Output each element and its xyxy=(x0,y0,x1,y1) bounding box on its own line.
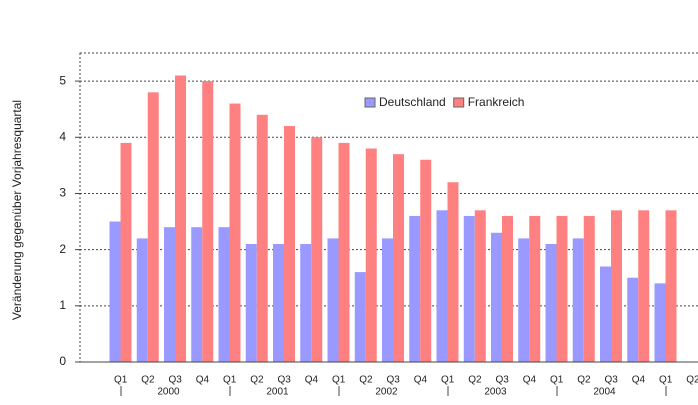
x-tick-label: Q1 xyxy=(114,375,128,386)
x-tick-label: Q3 xyxy=(495,375,509,386)
y-tick-label: 2 xyxy=(59,242,66,256)
bar xyxy=(572,238,584,362)
bar xyxy=(245,244,257,362)
x-tick-label: Q4 xyxy=(523,375,537,386)
legend-swatch xyxy=(453,97,465,108)
bar xyxy=(393,154,404,362)
bar xyxy=(382,238,393,362)
bar xyxy=(463,215,475,362)
bar xyxy=(354,272,366,362)
x-tick-label: Q2 xyxy=(359,375,373,386)
x-tick-label: Q2 xyxy=(250,375,264,386)
bar xyxy=(300,244,312,362)
y-tick-label: 0 xyxy=(59,354,66,368)
year-label: 2004 xyxy=(593,387,616,398)
bar xyxy=(109,221,121,362)
bar xyxy=(474,210,486,362)
x-tick-label: Q1 xyxy=(659,375,673,386)
bar xyxy=(120,142,132,362)
x-tick-label: Q2 xyxy=(468,375,482,386)
x-tick-label: Q1 xyxy=(223,375,237,386)
bar xyxy=(365,148,377,362)
bar xyxy=(654,283,666,362)
bar xyxy=(229,103,241,363)
legend-label: Frankreich xyxy=(468,95,525,109)
y-tick-label: 3 xyxy=(59,186,66,200)
bar xyxy=(136,238,148,362)
x-tick-label: Q3 xyxy=(604,375,618,386)
bar xyxy=(284,126,295,362)
bar xyxy=(147,92,159,362)
y-axis-label: Veränderung gegenüber Vorjahresquartal xyxy=(10,100,24,320)
bar xyxy=(256,114,268,362)
bar xyxy=(665,210,677,362)
bar xyxy=(175,75,186,363)
x-tick-label: Q4 xyxy=(305,375,319,386)
x-tick-label: Q4 xyxy=(414,375,428,386)
y-tick-label: 4 xyxy=(59,129,66,143)
bar xyxy=(627,277,639,362)
bar xyxy=(436,210,448,362)
bar xyxy=(420,159,432,362)
bar xyxy=(218,227,230,362)
bar xyxy=(164,227,175,362)
year-label: 2000 xyxy=(157,387,180,398)
x-tick-label: Q4 xyxy=(632,375,646,386)
x-tick-label: Q1 xyxy=(550,375,564,386)
y-tick-label: 1 xyxy=(59,298,66,312)
year-label: 2002 xyxy=(375,387,398,398)
bar xyxy=(273,244,284,362)
bar xyxy=(311,137,323,362)
bar xyxy=(583,215,595,362)
bar xyxy=(447,182,459,362)
x-tick-label: Q3 xyxy=(168,375,182,386)
y-tick-label: 5 xyxy=(59,73,66,87)
bar xyxy=(556,215,568,362)
bar xyxy=(327,238,339,362)
bar xyxy=(518,238,530,362)
x-tick-label: Q2 xyxy=(686,375,698,386)
bar xyxy=(491,232,502,362)
x-tick-label: Q1 xyxy=(441,375,455,386)
year-label: 2003 xyxy=(484,387,507,398)
year-label: 2001 xyxy=(266,387,289,398)
x-tick-label: Q1 xyxy=(332,375,346,386)
legend-label: Deutschland xyxy=(379,95,446,109)
x-tick-label: Q2 xyxy=(577,375,591,386)
bar xyxy=(409,215,421,362)
bar xyxy=(545,244,557,362)
bar xyxy=(191,227,203,362)
legend-swatch xyxy=(364,97,376,108)
bar xyxy=(600,266,611,362)
bar xyxy=(338,142,350,362)
x-tick-label: Q3 xyxy=(277,375,291,386)
bar xyxy=(638,210,650,362)
x-tick-label: Q3 xyxy=(386,375,400,386)
bar xyxy=(202,81,214,362)
bar xyxy=(529,215,541,362)
bar xyxy=(502,215,513,362)
x-tick-label: Q4 xyxy=(196,375,210,386)
x-tick-label: Q2 xyxy=(141,375,155,386)
bar xyxy=(611,210,622,362)
